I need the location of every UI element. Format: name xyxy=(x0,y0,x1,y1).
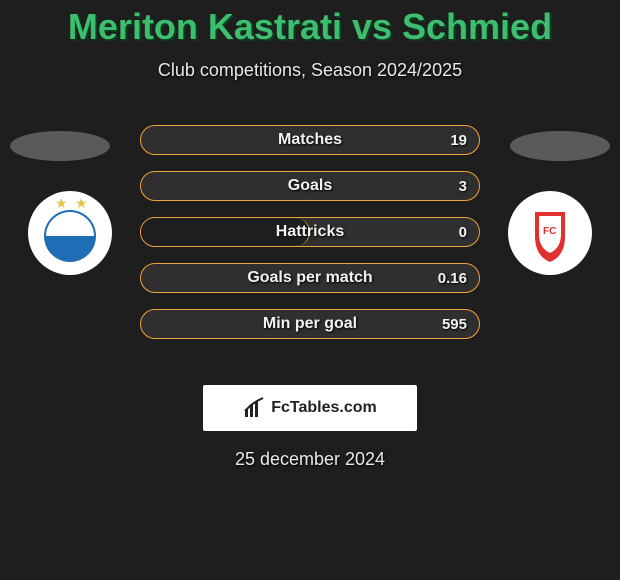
comparison-stage: ★ ★ FC Matches 19 Goals 3 Hattricks 0 Goals pe… xyxy=(0,101,620,361)
chart-icon xyxy=(243,397,265,419)
stat-label: Goals per match xyxy=(247,269,372,287)
stat-label: Hattricks xyxy=(276,223,344,241)
date-text: 25 december 2024 xyxy=(0,449,620,470)
stat-bar-4: Min per goal 595 xyxy=(140,309,480,339)
stat-value-right: 595 xyxy=(442,316,467,333)
player-right-placeholder xyxy=(510,131,610,161)
club-badge-left: ★ ★ xyxy=(28,191,112,275)
sion-icon: FC xyxy=(515,198,585,268)
stat-value-right: 0 xyxy=(459,224,467,241)
stat-label: Goals xyxy=(288,177,332,195)
club-badge-right: FC xyxy=(508,191,592,275)
stat-bar-0: Matches 19 xyxy=(140,125,480,155)
stat-bar-1: Goals 3 xyxy=(140,171,480,201)
svg-text:★: ★ xyxy=(75,198,88,211)
svg-text:★: ★ xyxy=(55,198,68,211)
stat-value-right: 19 xyxy=(450,132,467,149)
stat-bar-2: Hattricks 0 xyxy=(140,217,480,247)
stat-bar-3: Goals per match 0.16 xyxy=(140,263,480,293)
brand-text: FcTables.com xyxy=(271,399,377,417)
grasshopper-icon: ★ ★ xyxy=(35,198,105,268)
stat-label: Matches xyxy=(278,131,342,149)
stat-value-right: 0.16 xyxy=(438,270,467,287)
svg-text:FC: FC xyxy=(543,226,556,237)
stat-bars: Matches 19 Goals 3 Hattricks 0 Goals per match… xyxy=(140,125,480,339)
stat-label: Min per goal xyxy=(263,315,357,333)
subtitle: Club competitions, Season 2024/2025 xyxy=(0,60,620,81)
player-left-placeholder xyxy=(10,131,110,161)
stat-value-right: 3 xyxy=(459,178,467,195)
page-title: Meriton Kastrati vs Schmied xyxy=(0,0,620,48)
brand-logo: FcTables.com xyxy=(203,385,417,431)
